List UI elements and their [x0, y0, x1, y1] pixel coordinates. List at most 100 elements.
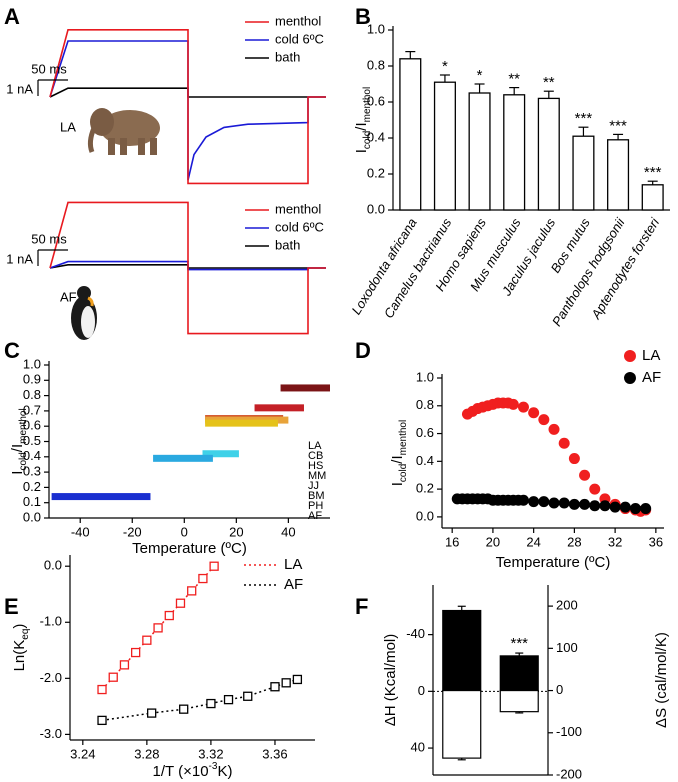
y-tick-label: 0.1: [23, 494, 41, 509]
data-point: [223, 694, 234, 705]
data-point: [548, 423, 560, 435]
scale-label: 50 ms: [31, 231, 67, 246]
y-axis-title-part: ): [11, 624, 28, 629]
x-tick-label: 3.28: [134, 746, 159, 761]
data-point: [517, 401, 529, 413]
data-point: [292, 674, 303, 685]
bar: [399, 58, 422, 211]
y-axis-title-part: Ln(K: [11, 640, 28, 672]
bar: [499, 689, 539, 713]
legend-label: menthol: [275, 13, 321, 28]
species-label: LA: [60, 119, 76, 134]
data-point: [528, 496, 540, 508]
y-tick-label: 0.4: [416, 453, 434, 468]
range-bar: [153, 454, 213, 462]
panel-label: E: [4, 594, 19, 619]
y-tick-label: 0.3: [23, 464, 41, 479]
panel-label: D: [355, 338, 371, 363]
data-point: [131, 647, 141, 658]
x-tick-label: 20: [229, 524, 243, 539]
y-axis-title: Icold/Imenthol: [353, 87, 373, 153]
data-point: [119, 660, 130, 670]
data-point: [270, 682, 280, 692]
data-point: [589, 483, 601, 495]
bar: [537, 97, 560, 211]
panel-label: A: [4, 4, 20, 29]
penguin-head: [77, 286, 91, 300]
y-tick-label: 0.6: [416, 425, 434, 440]
legend-label: AF: [642, 369, 661, 386]
y-tick-label: 0.8: [23, 387, 41, 402]
y-axis-title-part: cold: [398, 464, 409, 482]
data-point: [558, 497, 570, 509]
y-tick-label: 0.2: [367, 165, 385, 180]
bar: [607, 139, 630, 211]
significance: ***: [609, 117, 627, 134]
y-tick-label: -100: [556, 724, 582, 739]
legend-label: PH: [308, 500, 323, 512]
data-point: [187, 586, 197, 596]
x-tick-label: 3.24: [70, 746, 95, 761]
bar: [572, 135, 595, 211]
y-tick-label: -3.0: [40, 726, 62, 741]
data-point: [108, 672, 118, 682]
data-point: [97, 715, 107, 726]
x-tick-label: 24: [526, 534, 540, 549]
scale-label: 1 nA: [6, 81, 33, 96]
data-point: [609, 501, 621, 513]
legend-label: cold 6ºC: [275, 219, 324, 234]
y-tick-label: -200: [556, 766, 582, 781]
data-point: [243, 691, 253, 701]
species-label: AF: [60, 289, 77, 304]
y-tick-label: 200: [556, 598, 578, 613]
y-tick-label: 100: [556, 640, 578, 655]
data-point: [97, 684, 107, 695]
elephant-icon: [87, 108, 160, 155]
y-tick-label: 0: [418, 683, 425, 698]
x-axis-title-part: -3: [209, 761, 218, 772]
bar: [499, 655, 539, 692]
y-tick-label: 0.8: [367, 57, 385, 72]
legend-label: cold 6ºC: [275, 31, 324, 46]
elephant-trunk: [87, 127, 97, 153]
elephant-body: [100, 110, 160, 146]
y-tick-label: -40: [406, 626, 425, 641]
y-axis-title-part: cold: [18, 452, 29, 470]
y-axis-title-part: I: [389, 482, 406, 486]
bar: [641, 184, 664, 211]
x-tick-label: 32: [608, 534, 622, 549]
trace-line: [49, 264, 326, 269]
x-tick-label: 3.32: [198, 746, 223, 761]
y-tick-label: 1.0: [23, 356, 41, 371]
legend-label: JJ: [308, 480, 319, 492]
data-point: [281, 678, 291, 688]
y-tick-label: 0.6: [367, 93, 385, 108]
y-tick-label: 0.9: [23, 372, 41, 387]
scale-label: 50 ms: [31, 61, 67, 76]
scale-label: 1 nA: [6, 251, 33, 266]
y-tick-label: 1.0: [367, 21, 385, 36]
y-tick-label: 0.7: [23, 402, 41, 417]
legend-label: LA: [284, 556, 302, 573]
legend-label: menthol: [275, 201, 321, 216]
y-tick-label: 0.4: [23, 448, 41, 463]
x-tick-label: 36: [649, 534, 663, 549]
y-axis-title-part: cold: [362, 131, 373, 149]
data-point: [558, 437, 570, 449]
data-point: [568, 453, 580, 465]
bar: [503, 94, 526, 211]
data-point: [619, 501, 631, 513]
x-axis-title: Temperature (ºC): [132, 540, 247, 557]
y-axis-title-part: /I: [353, 122, 370, 130]
data-point: [629, 503, 641, 515]
y-tick-label: 0: [556, 682, 563, 697]
y-axis-title: Icold/Imenthol: [389, 420, 409, 486]
range-bar: [254, 404, 304, 412]
panel-label: F: [355, 594, 368, 619]
x-tick-label: 40: [281, 524, 295, 539]
data-point: [579, 469, 591, 481]
data-point: [538, 414, 550, 426]
data-point: [142, 635, 152, 645]
x-tick-label: 3.36: [262, 746, 287, 761]
y-tick-label: 0.8: [416, 397, 434, 412]
